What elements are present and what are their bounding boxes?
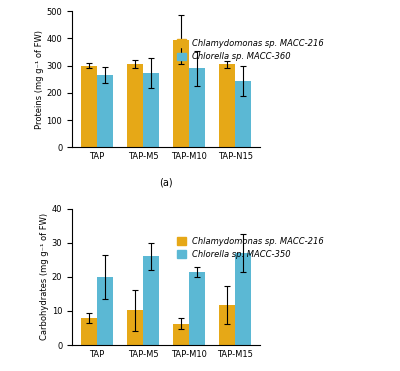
Bar <box>235 253 252 345</box>
Bar <box>189 272 205 345</box>
Bar <box>235 81 252 147</box>
Y-axis label: Carbohydrates (mg g⁻¹ of FW): Carbohydrates (mg g⁻¹ of FW) <box>40 213 49 341</box>
Bar <box>97 277 113 345</box>
Bar <box>80 66 97 147</box>
Bar <box>173 40 189 147</box>
Bar <box>127 310 143 345</box>
Bar <box>173 324 189 345</box>
Text: (a): (a) <box>159 177 173 187</box>
Y-axis label: Proteins (mg g⁻¹ of FW): Proteins (mg g⁻¹ of FW) <box>35 30 44 129</box>
Legend: Chlamydomonas sp. MACC-216, Chlorella sp. MACC-360: Chlamydomonas sp. MACC-216, Chlorella sp… <box>174 36 327 65</box>
Bar <box>97 75 113 147</box>
Bar <box>189 68 205 147</box>
Bar <box>143 256 159 345</box>
Bar <box>127 64 143 147</box>
Bar <box>80 318 97 345</box>
Bar <box>143 73 159 147</box>
Bar <box>219 64 235 147</box>
Bar <box>219 305 235 345</box>
Legend: Chlamydomonas sp. MACC-216, Chlorella sp. MACC-350: Chlamydomonas sp. MACC-216, Chlorella sp… <box>174 233 327 262</box>
